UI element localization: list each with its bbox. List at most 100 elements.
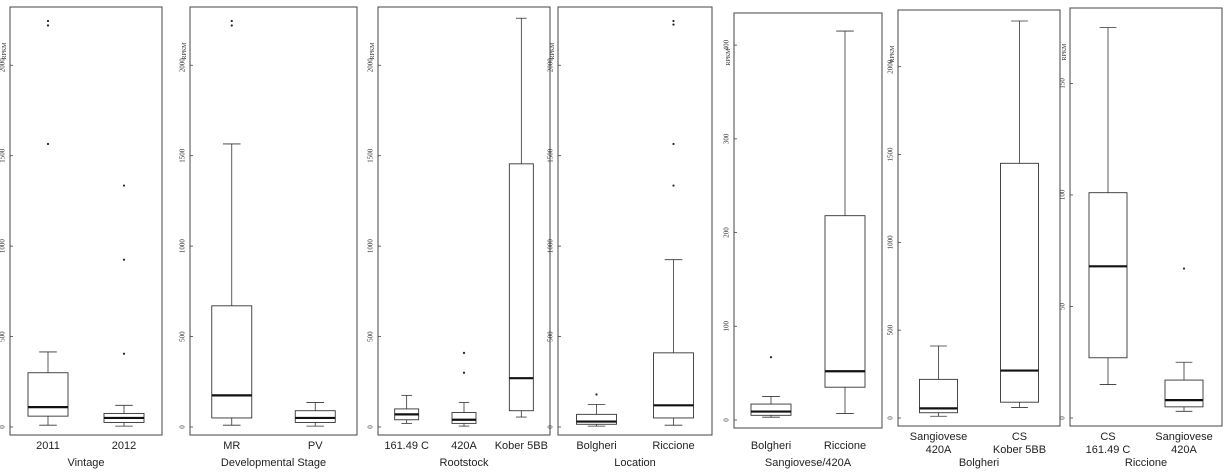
y-tick-label: 1500 [0, 148, 7, 163]
y-axis-label: RPKM [1062, 43, 1068, 61]
y-tick-label: 2000 [179, 58, 187, 73]
y-tick-label: 400 [723, 39, 731, 50]
y-tick-label: 0 [367, 425, 375, 429]
y-tick-label: 100 [1059, 189, 1067, 200]
box-iqr [1088, 192, 1128, 359]
y-tick-label: 500 [887, 324, 895, 335]
chart-panel: RPKM 0 500 1000 1500 2000 MR PV Developmental St… [179, 6, 358, 469]
outlier-point [1182, 267, 1186, 270]
y-tick-label: 0 [179, 425, 187, 429]
outlier-point [230, 19, 233, 23]
panel-frame [189, 6, 358, 436]
y-tick-label: 1500 [367, 148, 375, 163]
panel-frame [897, 9, 1061, 427]
y-tick-label: 0 [887, 416, 895, 420]
y-axis-label: RPKM [726, 48, 732, 66]
box-iqr [653, 352, 694, 419]
y-tick-label: 1500 [179, 148, 187, 163]
x-category-label: CS [1100, 431, 1115, 443]
panel-title: Sangiovese/420A [765, 457, 852, 469]
x-category-label: Riccione [652, 440, 694, 452]
outlier-point [46, 24, 50, 27]
x-category-label: Riccione [824, 440, 866, 452]
x-category-label: 2012 [112, 440, 136, 452]
y-tick-label: 1000 [0, 239, 7, 254]
x-category-label: Kober 5BB [495, 440, 548, 452]
y-tick-label: 1000 [179, 239, 187, 254]
outlier-point [672, 142, 675, 146]
x-category-label: 161.49 C [1086, 444, 1131, 456]
x-category-label: CS [1012, 431, 1027, 443]
y-tick-label: 2000 [0, 58, 7, 73]
x-category-label: Bolgheri [751, 440, 791, 452]
x-category-label: MR [223, 440, 240, 452]
y-axis-label: RPKM [370, 42, 376, 60]
x-category-label: Kober 5BB [993, 444, 1046, 456]
panel-frame [9, 6, 163, 436]
panel-frame [733, 12, 883, 429]
panel-title: Vintage [67, 457, 104, 469]
outlier-point [122, 352, 126, 355]
box-iqr [451, 412, 477, 424]
x-category-label: 2011 [36, 440, 60, 452]
panel-title: Bolgheri [959, 457, 999, 469]
y-tick-label: 0 [0, 425, 7, 429]
y-tick-label: 100 [723, 321, 731, 332]
x-category-label: 420A [926, 444, 952, 456]
y-tick-label: 2000 [887, 59, 895, 74]
y-tick-label: 1000 [367, 239, 375, 254]
x-category-label: PV [308, 440, 323, 452]
panel-title: Developmental Stage [221, 457, 326, 469]
box-iqr [824, 215, 866, 388]
y-tick-label: 200 [723, 227, 731, 238]
panel-title: Rootstock [440, 457, 489, 469]
y-tick-label: 1000 [547, 239, 555, 254]
x-category-label: 420A [451, 440, 477, 452]
panel-title: Riccione [1125, 457, 1167, 469]
y-tick-label: 1000 [887, 235, 895, 250]
outlier-point [462, 371, 466, 374]
box-iqr [294, 410, 336, 423]
y-axis-label: RPKM [182, 42, 188, 60]
panel-frame [377, 6, 551, 436]
y-tick-label: 0 [1059, 416, 1067, 420]
chart-panel: RPKM 0 100 200 300 400 Bolgheri Riccione Sangiov… [723, 12, 883, 469]
x-category-label: Bolgheri [576, 440, 616, 452]
y-tick-label: 300 [723, 133, 731, 144]
box-iqr [919, 378, 958, 414]
box-iqr [27, 372, 69, 417]
y-tick-label: 2000 [547, 58, 555, 73]
panel-frame [1069, 7, 1223, 427]
x-category-label: 420A [1171, 444, 1197, 456]
box-iqr [1000, 162, 1039, 403]
outlier-point [672, 23, 675, 26]
chart-panel: RPKM 0 500 1000 1500 2000 161.49 C 420A Kober 5B… [367, 6, 551, 469]
outlier-point [672, 184, 675, 187]
y-tick-label: 1500 [547, 148, 555, 163]
x-category-label: 161.49 C [384, 440, 429, 452]
outlier-point [122, 258, 126, 261]
box-iqr [750, 403, 792, 416]
y-tick-label: 0 [723, 418, 731, 422]
x-category-label: Sangiovese [910, 431, 968, 443]
y-axis-label: RPKM [550, 42, 556, 60]
y-tick-label: 50 [1059, 302, 1067, 310]
box-iqr [576, 413, 617, 425]
y-axis-label: RPKM [890, 45, 896, 63]
x-category-label: Sangiovese [1155, 431, 1213, 443]
y-tick-label: 0 [547, 425, 555, 429]
box-iqr [1164, 379, 1204, 408]
outlier-point [462, 351, 466, 354]
y-tick-label: 1500 [887, 147, 895, 162]
y-tick-label: 150 [1059, 78, 1067, 89]
y-tick-label: 500 [179, 331, 187, 342]
box-iqr [508, 163, 534, 412]
y-axis-label: RPKM [2, 42, 8, 60]
outlier-point [122, 184, 126, 187]
y-tick-label: 500 [0, 331, 7, 342]
chart-panel: RPKM 0 500 1000 1500 2000 Bolgheri Riccione Loca… [547, 6, 713, 469]
y-tick-label: 2000 [367, 58, 375, 73]
box-iqr [211, 305, 253, 419]
